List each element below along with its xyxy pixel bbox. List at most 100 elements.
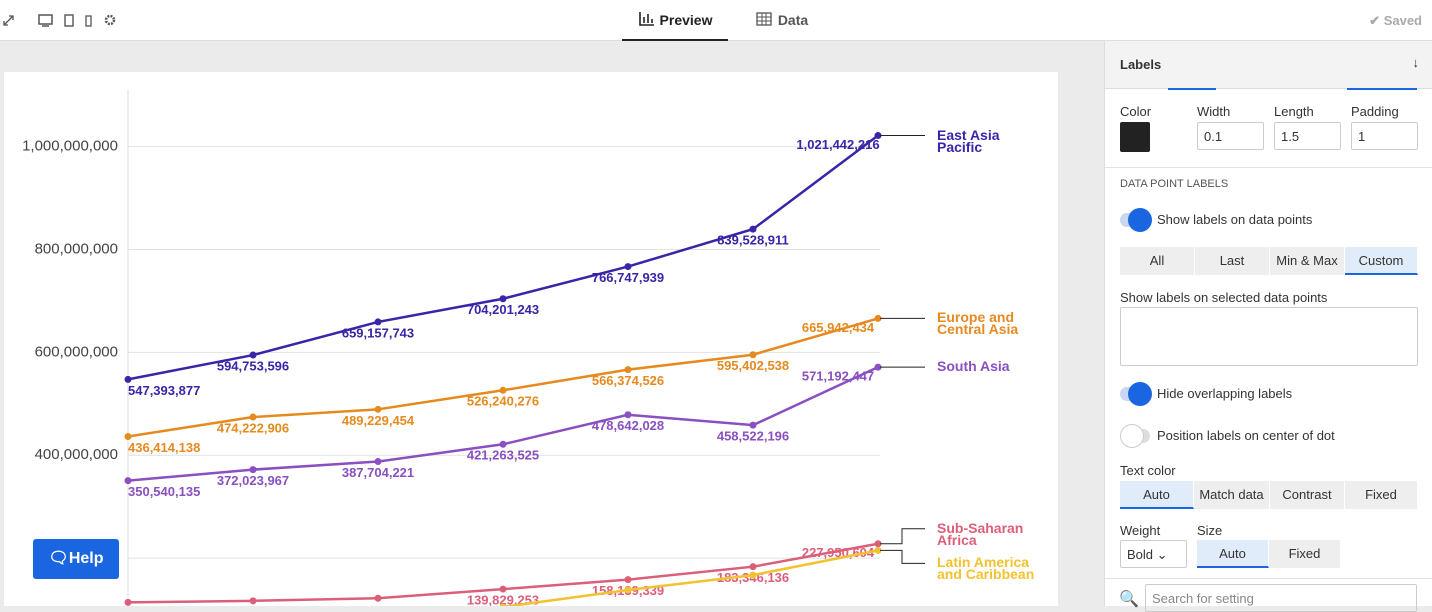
point: [749, 421, 757, 429]
point: [874, 363, 882, 371]
toggle[interactable]: [1120, 424, 1150, 448]
data-label: 474,222,906: [217, 420, 289, 435]
y-tick-label: 600,000,000: [35, 343, 118, 360]
data-label: 595,402,538: [717, 358, 789, 373]
data-label: 1,021,442,216: [796, 137, 879, 152]
point: [249, 597, 257, 605]
toggle[interactable]: [1120, 382, 1152, 406]
point: [874, 540, 882, 548]
help-button[interactable]: 🗨Help: [33, 539, 119, 579]
size-button[interactable]: Fixed: [1269, 540, 1341, 568]
toggle[interactable]: [1120, 208, 1152, 232]
toggle-label: Show labels on data points: [1157, 212, 1313, 227]
data-label: 547,393,877: [128, 383, 200, 398]
legend-entry: South Asia: [937, 358, 1010, 375]
toggle-label: Hide overlapping labels: [1157, 386, 1293, 401]
toggle-label: Position labels on center of dot: [1157, 428, 1335, 443]
point: [874, 314, 882, 322]
legend-entry: East Asia Pacific: [937, 126, 1000, 155]
data-label: 571,192,447: [802, 369, 874, 384]
data-label: 665,942,434: [802, 320, 875, 335]
point: [124, 477, 132, 485]
save-status: ✔ Saved: [1369, 13, 1422, 28]
field-label: Size: [1197, 523, 1223, 538]
point: [124, 433, 132, 441]
y-tick-label: 1,000,000,000: [22, 138, 118, 155]
point: [749, 351, 757, 359]
color-button[interactable]: Fixed: [1345, 481, 1418, 509]
field-label: Weight: [1120, 523, 1161, 538]
point: [374, 405, 382, 413]
point: [874, 546, 882, 554]
point: [124, 598, 132, 606]
length-input[interactable]: 1.5: [1274, 122, 1341, 150]
padding-input[interactable]: 1: [1351, 122, 1418, 150]
color-button[interactable]: Auto: [1120, 481, 1194, 509]
mode-button[interactable]: Min & Max: [1270, 247, 1345, 275]
data-label: 478,642,028: [592, 418, 664, 433]
data-label: 704,201,243: [467, 302, 539, 317]
point: [874, 132, 882, 140]
point: [499, 386, 507, 394]
point: [624, 263, 632, 271]
field-label: Length: [1274, 104, 1314, 119]
y-tick-label: 400,000,000: [35, 446, 118, 463]
data-label: 489,229,454: [342, 413, 415, 428]
data-label: 839,528,911: [717, 233, 789, 248]
point: [624, 576, 632, 584]
toolbar-icons: [3, 14, 116, 27]
data-label: 421,263,525: [467, 448, 539, 463]
settings-panel: Labels ↓ Color Width Length Padding 0.1 …: [1104, 41, 1432, 612]
data-label: 139,829,253: [467, 593, 539, 606]
mode-button[interactable]: Last: [1195, 247, 1270, 275]
data-label: 766,747,939: [592, 270, 664, 285]
data-label: 436,414,138: [128, 440, 200, 455]
data-label: 526,240,276: [467, 394, 539, 409]
data-label: 594,753,596: [217, 358, 289, 373]
mode-button[interactable]: All: [1120, 247, 1195, 275]
point: [499, 603, 507, 606]
point: [499, 440, 507, 448]
width-input[interactable]: 0.1: [1197, 122, 1264, 150]
point: [374, 318, 382, 326]
point: [499, 295, 507, 303]
legend-leader: [880, 549, 925, 564]
legend-entry: Latin America and Caribbean: [937, 554, 1035, 583]
color-swatch[interactable]: [1120, 122, 1150, 152]
search-input[interactable]: Search for setting: [1145, 584, 1417, 612]
line: [127, 134, 879, 381]
chart: 200,000,000400,000,000600,000,000800,000…: [22, 90, 925, 606]
mode-button[interactable]: Custom: [1345, 247, 1418, 275]
subsection-title: DATA POINT LABELS: [1120, 178, 1229, 190]
collapse-arrow[interactable]: ↓: [1412, 55, 1420, 70]
section-header[interactable]: Labels ↓: [1105, 41, 1432, 90]
point: [499, 585, 507, 593]
point: [749, 571, 757, 579]
point: [749, 225, 757, 233]
point: [624, 366, 632, 374]
field-label: Text color: [1120, 463, 1176, 478]
color-button[interactable]: Contrast: [1270, 481, 1345, 509]
field-label: Show labels on selected data points: [1120, 290, 1328, 305]
point: [374, 458, 382, 466]
data-label: 659,157,743: [342, 325, 414, 340]
point: [624, 586, 632, 594]
point: [249, 351, 257, 359]
chart-card: [4, 72, 1058, 606]
preview-tab[interactable]: Preview: [622, 0, 728, 41]
legend-leader: [880, 528, 925, 545]
data-label: 458,522,196: [717, 429, 789, 444]
color-button[interactable]: Match data: [1194, 481, 1270, 509]
weight-select[interactable]: Bold ⌄: [1120, 540, 1187, 568]
legend-entry: Europe and Central Asia: [937, 309, 1019, 338]
point: [749, 563, 757, 571]
plot: 200,000,000400,000,000600,000,000800,000…: [22, 90, 882, 606]
data-tab[interactable]: Data: [742, 0, 822, 41]
points-textarea[interactable]: [1120, 307, 1418, 366]
size-button[interactable]: Auto: [1197, 540, 1269, 568]
point: [624, 411, 632, 419]
section-title: Labels: [1120, 57, 1162, 72]
data-label: 387,704,221: [342, 465, 414, 480]
field-label: Width: [1197, 104, 1231, 119]
